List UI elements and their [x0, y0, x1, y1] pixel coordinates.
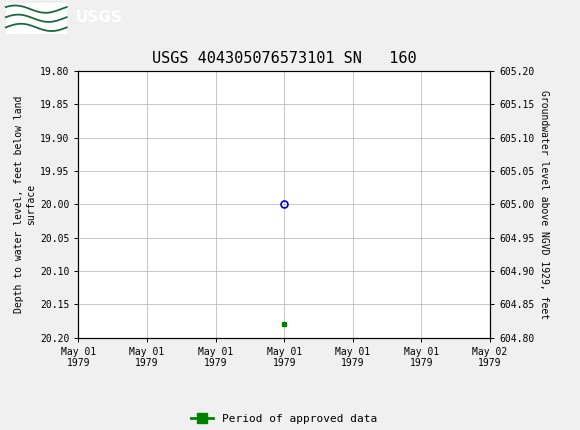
Text: USGS: USGS — [75, 10, 122, 25]
Y-axis label: Depth to water level, feet below land
surface: Depth to water level, feet below land su… — [14, 95, 36, 313]
Title: USGS 404305076573101 SN   160: USGS 404305076573101 SN 160 — [152, 51, 416, 66]
Y-axis label: Groundwater level above NGVD 1929, feet: Groundwater level above NGVD 1929, feet — [539, 90, 549, 319]
FancyBboxPatch shape — [6, 3, 67, 34]
Legend: Period of approved data: Period of approved data — [187, 409, 382, 428]
